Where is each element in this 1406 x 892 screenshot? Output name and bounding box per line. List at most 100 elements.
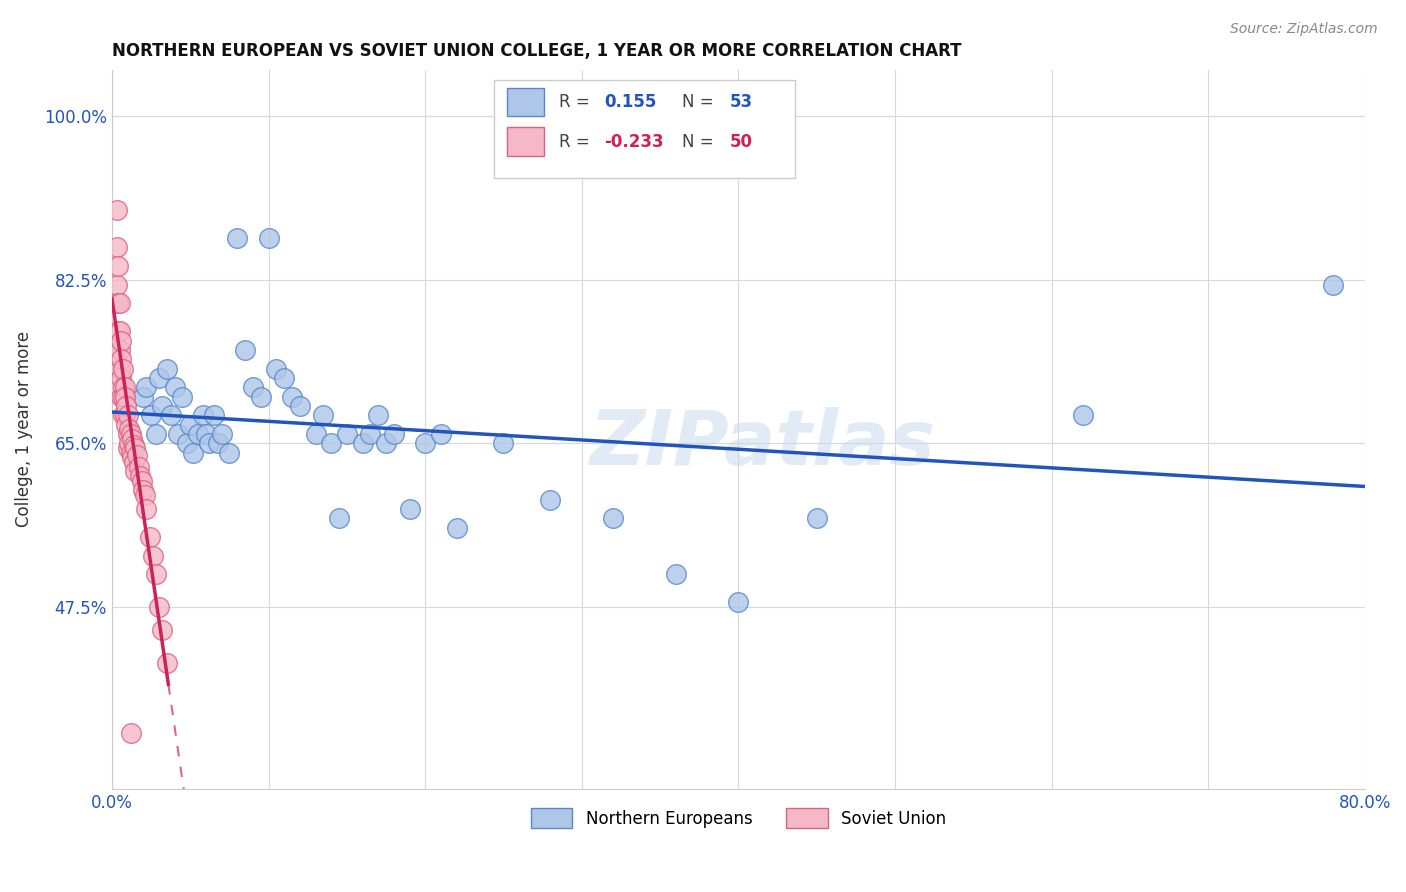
Point <box>142 549 165 563</box>
Text: NORTHERN EUROPEAN VS SOVIET UNION COLLEGE, 1 YEAR OR MORE CORRELATION CHART: NORTHERN EUROPEAN VS SOVIET UNION COLLEG… <box>112 42 962 60</box>
Point <box>107 296 129 310</box>
Point <box>108 361 131 376</box>
Point <box>446 520 468 534</box>
Point <box>312 409 335 423</box>
Point <box>321 436 343 450</box>
Text: 53: 53 <box>730 93 752 111</box>
Point <box>148 599 170 614</box>
Point <box>105 277 128 292</box>
Point <box>110 390 132 404</box>
Point <box>249 390 271 404</box>
Point <box>150 624 173 638</box>
Point <box>1071 409 1094 423</box>
Point <box>115 417 138 432</box>
Point <box>105 240 128 254</box>
Point <box>105 202 128 217</box>
Text: R =: R = <box>560 133 595 151</box>
Point <box>665 567 688 582</box>
Point <box>118 422 141 436</box>
Point <box>135 380 157 394</box>
Point <box>176 436 198 450</box>
Point <box>150 399 173 413</box>
Point <box>367 409 389 423</box>
Point <box>114 380 136 394</box>
Text: ZIPatlas: ZIPatlas <box>591 407 936 481</box>
Point <box>172 390 194 404</box>
Point <box>257 231 280 245</box>
Point <box>121 432 143 446</box>
Point <box>118 436 141 450</box>
Point <box>352 436 374 450</box>
Point <box>110 352 132 367</box>
Point <box>602 511 624 525</box>
Point <box>117 441 139 455</box>
Text: 0.155: 0.155 <box>605 93 657 111</box>
Point <box>135 501 157 516</box>
Point <box>129 469 152 483</box>
Text: 50: 50 <box>730 133 752 151</box>
Point <box>160 409 183 423</box>
Point <box>540 492 562 507</box>
Point <box>138 530 160 544</box>
Point <box>114 409 136 423</box>
Point <box>148 371 170 385</box>
Point <box>121 450 143 465</box>
Point <box>806 511 828 525</box>
Point <box>132 390 155 404</box>
Point <box>233 343 256 357</box>
Point <box>111 409 134 423</box>
Point <box>398 501 420 516</box>
Point <box>202 409 225 423</box>
Point <box>198 436 221 450</box>
Point <box>110 334 132 348</box>
Point <box>191 409 214 423</box>
Point <box>266 361 288 376</box>
Point <box>120 726 142 740</box>
Text: N =: N = <box>682 133 718 151</box>
Point <box>139 409 162 423</box>
Point <box>117 427 139 442</box>
Point <box>114 390 136 404</box>
Point <box>281 390 304 404</box>
Point <box>211 427 233 442</box>
Bar <box>506 128 544 156</box>
Point <box>145 427 167 442</box>
Text: N =: N = <box>682 93 718 111</box>
Point <box>111 380 134 394</box>
Point <box>156 656 179 670</box>
Point <box>122 455 145 469</box>
Point <box>328 511 350 525</box>
Text: Source: ZipAtlas.com: Source: ZipAtlas.com <box>1230 22 1378 37</box>
Point <box>304 427 326 442</box>
Point <box>336 427 359 442</box>
Point <box>492 436 515 450</box>
Point <box>111 390 134 404</box>
Point <box>110 371 132 385</box>
Point <box>108 324 131 338</box>
FancyBboxPatch shape <box>494 80 794 178</box>
Point <box>359 427 381 442</box>
Point <box>124 465 146 479</box>
Point <box>128 459 150 474</box>
Point <box>242 380 264 394</box>
Point <box>108 296 131 310</box>
Point <box>727 595 749 609</box>
Bar <box>506 87 544 117</box>
Point <box>120 446 142 460</box>
Point <box>375 436 398 450</box>
Point <box>413 436 436 450</box>
Point <box>132 483 155 498</box>
Point <box>179 417 201 432</box>
Text: R =: R = <box>560 93 595 111</box>
Point <box>122 438 145 452</box>
Point <box>108 343 131 357</box>
Legend: Northern Europeans, Soviet Union: Northern Europeans, Soviet Union <box>524 801 953 835</box>
Point <box>166 427 188 442</box>
Point <box>1322 277 1344 292</box>
Point <box>163 380 186 394</box>
Point <box>273 371 295 385</box>
Point <box>430 427 453 442</box>
Point <box>120 427 142 442</box>
Y-axis label: College, 1 year or more: College, 1 year or more <box>15 331 32 527</box>
Point <box>125 448 148 462</box>
